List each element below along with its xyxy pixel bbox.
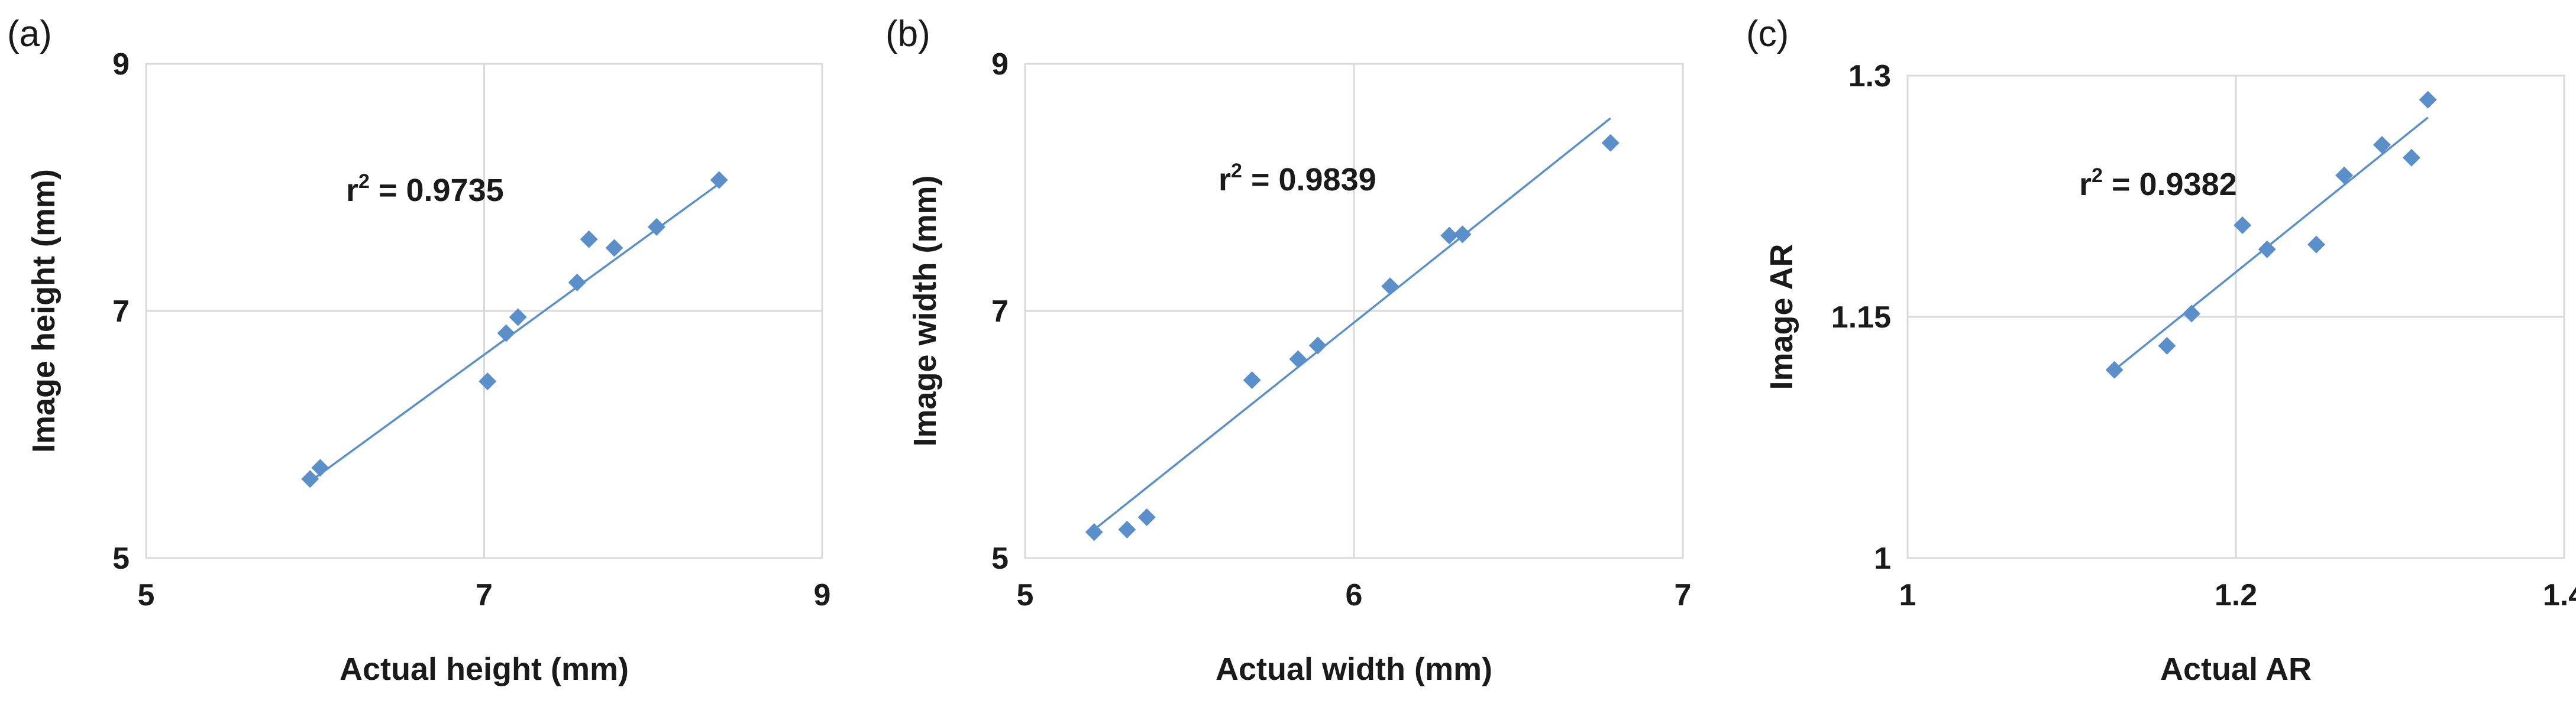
data-point <box>2307 235 2325 254</box>
y-tick-label: 7 <box>991 294 1009 329</box>
data-point <box>1085 523 1103 541</box>
panel-3: (c) 1 1.2 1.4 1 1.15 1.3 Actual AR Image AR r2 = … <box>1746 14 2576 687</box>
y-tick-label: 5 <box>112 541 130 576</box>
data-point <box>568 273 586 291</box>
data-point <box>710 171 728 189</box>
data-point <box>2158 336 2176 355</box>
x-tick-label: 1.4 <box>2543 578 2576 612</box>
data-point <box>1601 134 1620 152</box>
data-point <box>2402 148 2420 167</box>
data-point <box>647 218 665 236</box>
r-squared-label: r2 = 0.9735 <box>346 170 504 208</box>
data-point <box>509 308 527 326</box>
y-axis-title: Image width (mm) <box>907 175 943 446</box>
x-tick-label: 7 <box>476 578 493 612</box>
data-point <box>311 459 329 477</box>
trendline <box>2113 116 2429 371</box>
data-point <box>301 470 319 488</box>
r-squared-label: r2 = 0.9839 <box>1218 160 1376 197</box>
data-point <box>2335 166 2354 184</box>
data-point <box>1381 277 1399 296</box>
x-tick-label: 5 <box>1017 578 1034 612</box>
data-point <box>1118 520 1136 539</box>
x-tick-label: 5 <box>138 578 155 612</box>
r-squared-superscript: 2 <box>2092 164 2103 187</box>
x-tick-label: 1.2 <box>2215 578 2257 612</box>
r-squared-prefix: r <box>1218 162 1231 197</box>
y-tick-label: 7 <box>112 294 130 329</box>
x-tick-label: 7 <box>1675 578 1692 612</box>
y-axis-title: Image height (mm) <box>26 169 62 453</box>
r-squared-prefix: r <box>346 173 358 208</box>
r-squared-label: r2 = 0.9382 <box>2079 164 2237 202</box>
r-squared-value: = 0.9735 <box>370 173 504 208</box>
data-point <box>2419 90 2437 109</box>
data-point <box>1137 508 1156 527</box>
y-tick-label: 1.3 <box>1848 59 1891 93</box>
data-point <box>2258 240 2276 258</box>
panel-letter: (a) <box>7 14 52 54</box>
x-tick-label: 1 <box>1899 578 1916 612</box>
r-squared-superscript: 2 <box>358 170 370 193</box>
data-point <box>1289 350 1307 368</box>
trendline <box>309 183 720 482</box>
y-axis-title: Image AR <box>1764 244 1799 390</box>
x-tick-label: 9 <box>814 578 831 612</box>
trendline <box>1093 117 1611 531</box>
data-point <box>2373 135 2391 154</box>
x-axis-title: Actual height (mm) <box>340 651 629 687</box>
data-point <box>1308 336 1327 355</box>
data-point <box>580 230 598 248</box>
data-point <box>2105 361 2123 379</box>
r-squared-value: = 0.9839 <box>1242 162 1376 197</box>
data-point <box>2234 216 2252 234</box>
y-tick-label: 9 <box>112 47 130 82</box>
y-tick-label: 1 <box>1874 541 1891 576</box>
data-point <box>497 324 515 342</box>
r-squared-superscript: 2 <box>1231 160 1242 182</box>
data-point <box>1440 226 1459 245</box>
panel-1: (a) 5 7 9 5 7 9 Actual height (mm) Image height … <box>7 14 830 687</box>
data-point <box>479 372 497 391</box>
y-tick-label: 9 <box>991 47 1009 82</box>
panel-letter: (c) <box>1746 14 1789 54</box>
r-squared-value: = 0.9382 <box>2103 167 2237 202</box>
y-tick-label: 1.15 <box>1831 300 1891 335</box>
data-point <box>605 239 623 257</box>
x-axis-title: Actual AR <box>2160 651 2312 687</box>
panel-letter: (b) <box>885 14 930 54</box>
y-tick-label: 5 <box>991 541 1009 576</box>
x-axis-title: Actual width (mm) <box>1216 651 1492 687</box>
data-point <box>2183 304 2201 323</box>
data-point <box>1453 225 1472 244</box>
x-tick-label: 6 <box>1346 578 1363 612</box>
r-squared-prefix: r <box>2079 167 2092 202</box>
panel-2: (b) 5 6 7 5 7 9 Actual width (mm) Image width (m… <box>885 14 1691 687</box>
data-point <box>1243 371 1261 390</box>
